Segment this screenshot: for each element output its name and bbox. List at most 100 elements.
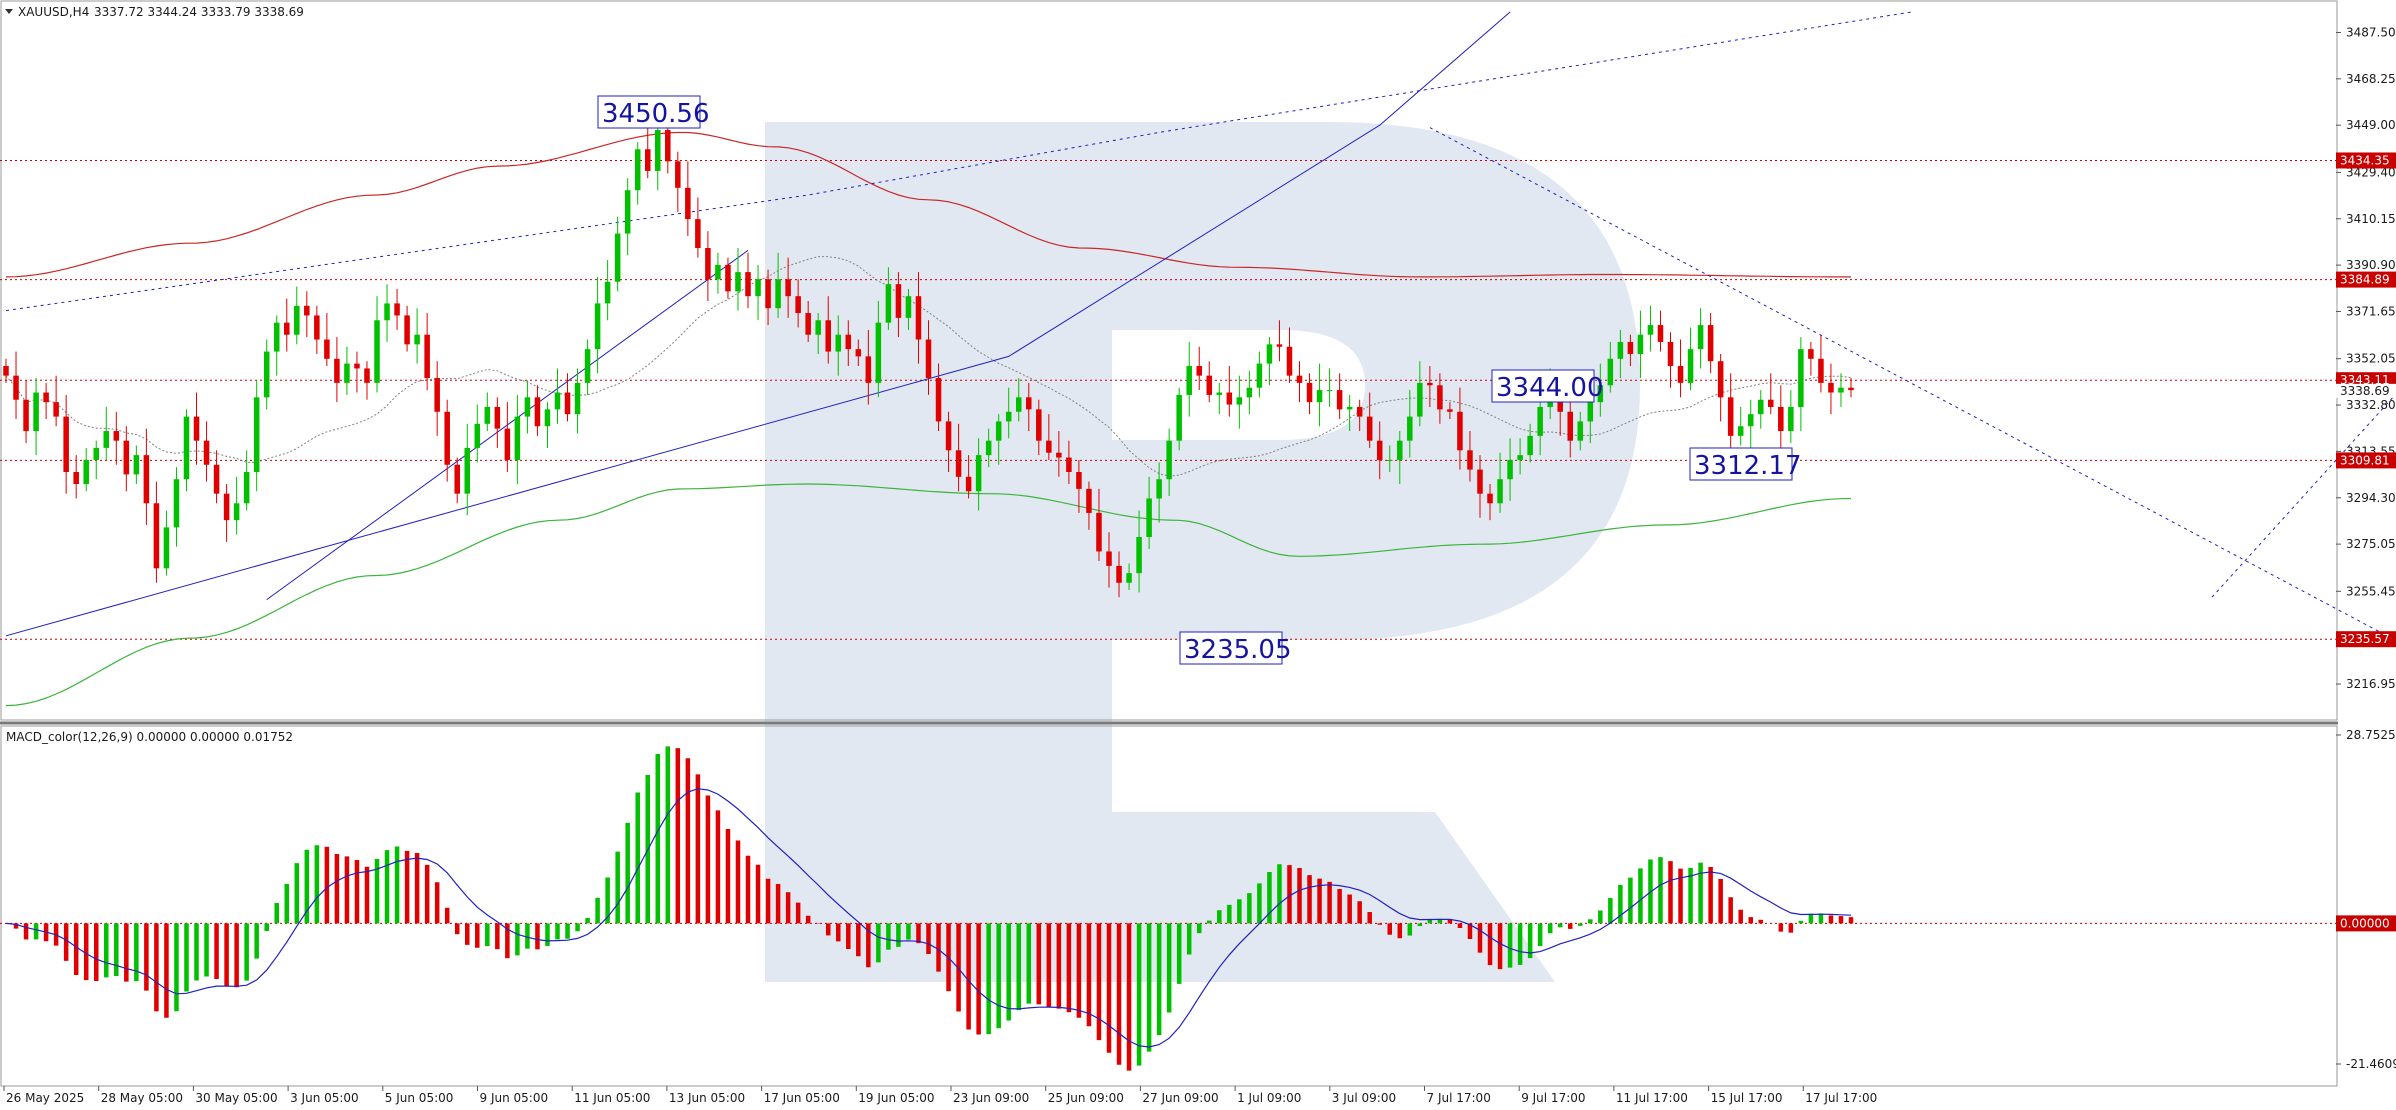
candle-body-24[interactable] — [243, 471, 250, 504]
candle-body-98[interactable] — [985, 440, 992, 456]
candle-body-115[interactable] — [1156, 479, 1162, 499]
candle-body-151[interactable] — [1517, 455, 1523, 460]
candle-body-27[interactable] — [273, 322, 280, 352]
time-axis[interactable]: 26 May 2025 28 May 05:00 30 May 05:00 3 Jun… — [3, 1086, 1877, 1105]
candle-body-71[interactable] — [715, 264, 721, 280]
candle-body-112[interactable] — [1126, 573, 1132, 583]
candle-body-178[interactable] — [1788, 406, 1794, 432]
candle-body-14[interactable] — [143, 455, 150, 504]
candle-body-119[interactable] — [1196, 366, 1202, 376]
candle-body-90[interactable] — [905, 296, 912, 318]
candle-body-59[interactable] — [594, 303, 601, 350]
candle-body-161[interactable] — [1617, 341, 1624, 359]
candle-body-111[interactable] — [1116, 565, 1122, 583]
candle-body-100[interactable] — [1005, 411, 1012, 422]
candle-body-9[interactable] — [93, 447, 100, 460]
candle-body-182[interactable] — [1828, 382, 1834, 393]
candle-body-26[interactable] — [263, 351, 270, 398]
candle-body-99[interactable] — [995, 421, 1002, 441]
candle-body-45[interactable] — [454, 464, 460, 494]
candle-body-149[interactable] — [1497, 479, 1503, 504]
candle-body-57[interactable] — [574, 382, 581, 415]
candle-body-51[interactable] — [514, 416, 521, 460]
candle-body-101[interactable] — [1015, 397, 1022, 412]
candle-body-89[interactable] — [895, 284, 902, 318]
candle-body-22[interactable] — [223, 493, 230, 521]
candle-body-97[interactable] — [975, 455, 982, 492]
candle-body-141[interactable] — [1417, 382, 1423, 417]
candle-body-148[interactable] — [1487, 493, 1493, 504]
candle-body-135[interactable] — [1356, 406, 1363, 417]
candle-body-169[interactable] — [1697, 325, 1704, 350]
candle-body-150[interactable] — [1507, 459, 1513, 480]
candle-body-164[interactable] — [1647, 325, 1654, 335]
candle-body-124[interactable] — [1246, 387, 1253, 398]
candle-body-87[interactable] — [875, 322, 882, 383]
candle-body-128[interactable] — [1286, 346, 1293, 376]
candle-body-79[interactable] — [795, 296, 801, 314]
candle-body-70[interactable] — [705, 248, 711, 280]
candle-body-11[interactable] — [113, 431, 120, 441]
candle-body-145[interactable] — [1457, 411, 1463, 451]
candle-body-76[interactable] — [765, 279, 771, 309]
candle-body-174[interactable] — [1747, 414, 1754, 427]
candle-body-47[interactable] — [474, 423, 481, 448]
candle-body-175[interactable] — [1757, 399, 1764, 415]
candle-body-95[interactable] — [955, 450, 962, 477]
candle-body-143[interactable] — [1437, 385, 1443, 410]
candle-body-10[interactable] — [103, 431, 110, 448]
candle-body-77[interactable] — [775, 279, 781, 309]
candle-body-91[interactable] — [915, 296, 922, 340]
candle-body-80[interactable] — [805, 313, 811, 335]
candle-body-118[interactable] — [1186, 366, 1192, 395]
candle-body-134[interactable] — [1346, 406, 1353, 410]
candle-body-120[interactable] — [1206, 375, 1213, 395]
candle-body-5[interactable] — [53, 402, 59, 417]
candle-body-162[interactable] — [1627, 341, 1634, 354]
candle-body-166[interactable] — [1667, 341, 1674, 367]
candle-body-17[interactable] — [173, 479, 180, 528]
candle-body-96[interactable] — [965, 476, 972, 492]
candle-body-156[interactable] — [1567, 411, 1573, 441]
candle-body-19[interactable] — [193, 416, 200, 441]
candle-body-66[interactable] — [665, 130, 671, 162]
candle-body-44[interactable] — [444, 411, 450, 465]
candle-body-67[interactable] — [675, 161, 681, 188]
candle-body-103[interactable] — [1036, 409, 1042, 441]
candle-body-55[interactable] — [554, 392, 561, 410]
candle-body-172[interactable] — [1727, 397, 1734, 436]
candle-body-94[interactable] — [945, 421, 952, 451]
candle-body-48[interactable] — [484, 406, 491, 424]
candle-body-122[interactable] — [1226, 392, 1233, 405]
candle-body-86[interactable] — [865, 356, 872, 383]
candle-body-0[interactable] — [3, 366, 9, 376]
candle-body-126[interactable] — [1266, 344, 1273, 364]
candle-body-129[interactable] — [1296, 375, 1303, 383]
candle-body-78[interactable] — [785, 279, 791, 297]
candle-body-107[interactable] — [1076, 471, 1082, 489]
candle-body-140[interactable] — [1407, 416, 1413, 441]
candle-body-114[interactable] — [1146, 498, 1152, 538]
candle-body-130[interactable] — [1306, 382, 1313, 403]
candle-body-18[interactable] — [183, 416, 190, 480]
candle-body-108[interactable] — [1086, 488, 1092, 513]
candle-body-160[interactable] — [1607, 358, 1614, 386]
candle-body-39[interactable] — [394, 303, 400, 316]
candle-body-121[interactable] — [1216, 392, 1223, 395]
candle-body-36[interactable] — [364, 368, 370, 383]
candle-body-184[interactable] — [1848, 387, 1854, 391]
candle-body-69[interactable] — [695, 219, 701, 249]
candle-body-37[interactable] — [374, 320, 380, 383]
candle-body-138[interactable] — [1386, 459, 1393, 461]
candle-body-31[interactable] — [314, 315, 320, 340]
candle-body-132[interactable] — [1326, 390, 1333, 392]
candle-body-60[interactable] — [604, 281, 611, 304]
candle-body-159[interactable] — [1597, 385, 1604, 403]
candle-body-105[interactable] — [1056, 452, 1062, 458]
candle-body-123[interactable] — [1236, 397, 1243, 405]
candle-body-41[interactable] — [414, 334, 420, 345]
candle-body-102[interactable] — [1026, 397, 1032, 410]
candle-body-21[interactable] — [213, 464, 220, 494]
candle-body-147[interactable] — [1477, 469, 1483, 494]
candle-body-15[interactable] — [153, 503, 160, 569]
